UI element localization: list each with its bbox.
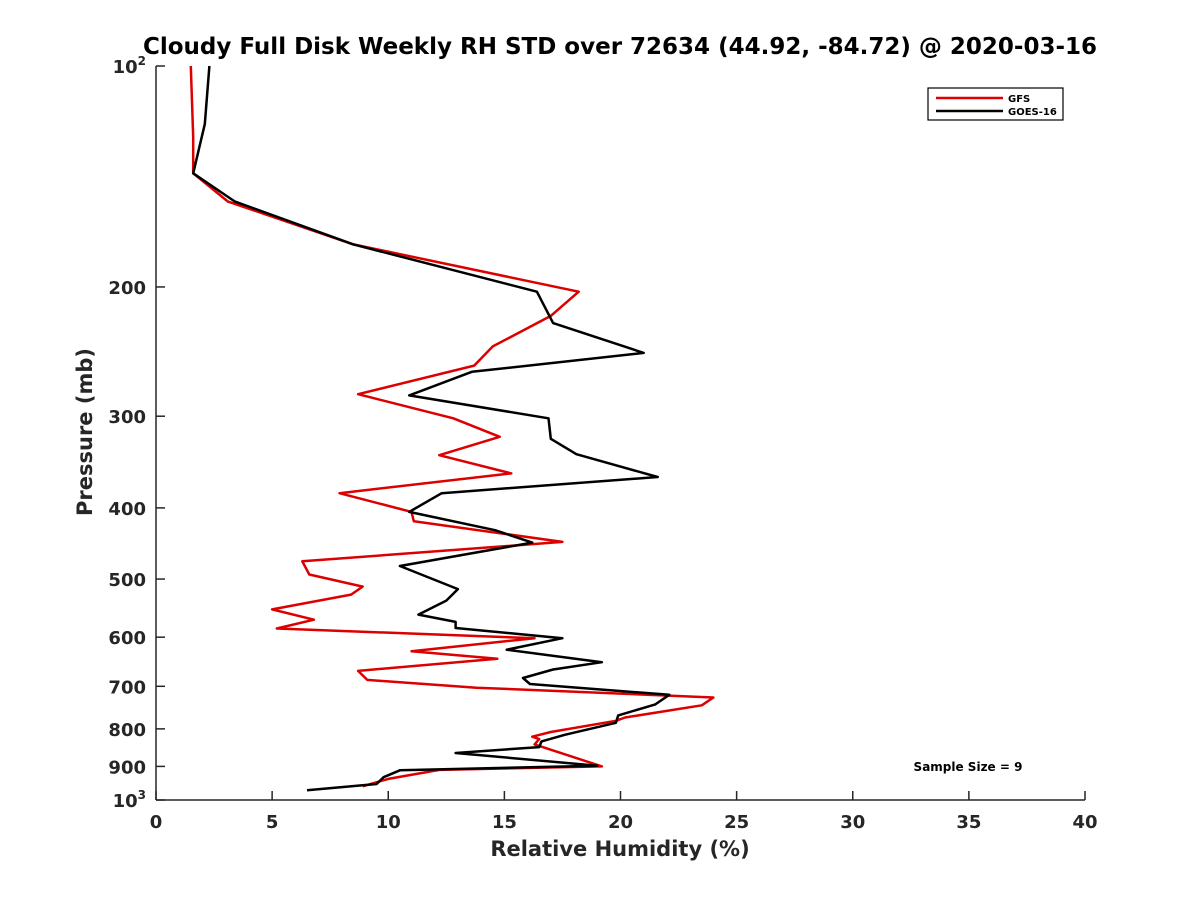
x-axis-label: Relative Humidity (%)	[490, 837, 749, 861]
series-line-gfs	[189, 65, 715, 788]
x-tick-label-6: 30	[840, 812, 865, 833]
legend-label-goes16: GOES-16	[1008, 107, 1057, 118]
x-tick-label-2: 10	[376, 812, 401, 833]
y-tick-label-6: 700	[108, 677, 146, 698]
legend: GFS GOES-16	[927, 87, 1064, 121]
series-line-goes16	[191, 65, 671, 792]
x-tick-label-8: 40	[1072, 812, 1097, 833]
y-tick-label-4: 500	[108, 570, 146, 591]
y-tick-label-5: 600	[108, 628, 146, 649]
x-tick-label-3: 15	[492, 812, 517, 833]
x-tick-label-7: 35	[956, 812, 981, 833]
y-tick-label-3: 400	[108, 499, 146, 520]
chart-title: Cloudy Full Disk Weekly RH STD over 7263…	[143, 34, 1097, 60]
y-tick-label-7: 800	[108, 720, 146, 741]
sample-size-annotation: Sample Size = 9	[914, 760, 1023, 774]
x-tick-label-0: 0	[150, 812, 163, 833]
y-tick-label-8: 900	[108, 757, 146, 778]
y-tick-label-2: 300	[108, 407, 146, 428]
y-tick-label-9: 103	[113, 788, 146, 812]
axes: 0 5 10 15 20 25 30 35 40 102 200 300 400 500 600 700 800…	[108, 54, 1097, 833]
x-tick-label-5: 25	[724, 812, 749, 833]
y-tick-label-0: 102	[113, 54, 146, 78]
y-tick-label-1: 200	[108, 278, 146, 299]
x-tick-label-1: 5	[266, 812, 279, 833]
legend-label-gfs: GFS	[1008, 94, 1030, 105]
y-axis-label: Pressure (mb)	[73, 348, 97, 516]
series-layer	[189, 65, 715, 792]
legend-box	[927, 87, 1064, 121]
x-tick-label-4: 20	[608, 812, 633, 833]
